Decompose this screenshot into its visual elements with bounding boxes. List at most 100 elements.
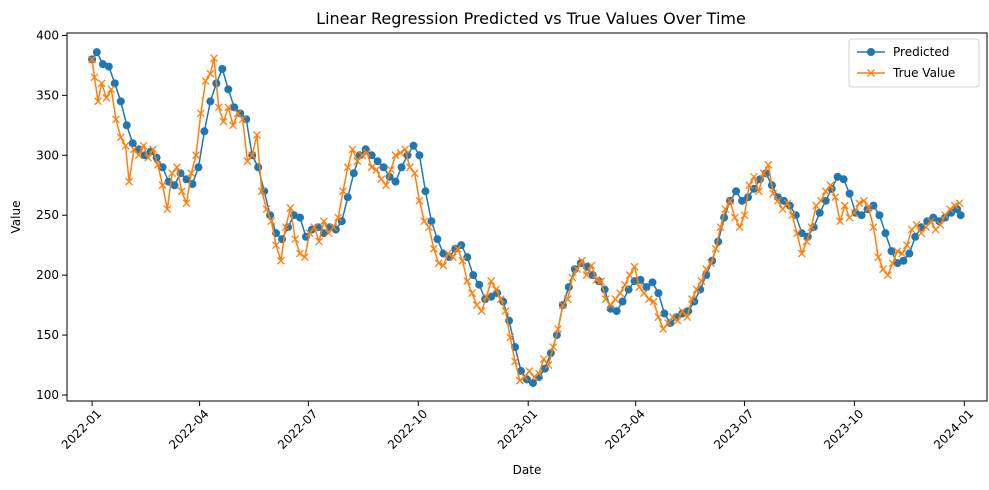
data-point <box>218 64 227 73</box>
data-point <box>568 273 577 282</box>
data-point <box>956 211 965 220</box>
data-point <box>214 103 223 112</box>
data-point <box>630 262 639 271</box>
data-point <box>606 301 615 310</box>
y-tick-label: 150 <box>36 328 59 342</box>
data-point <box>405 163 414 172</box>
data-point <box>929 213 938 222</box>
data-point <box>783 199 792 208</box>
data-point <box>711 244 720 253</box>
data-point <box>816 196 825 205</box>
data-point <box>192 151 200 160</box>
data-point <box>110 79 119 88</box>
data-point <box>238 115 247 124</box>
data-point <box>210 54 218 63</box>
data-point <box>310 223 319 232</box>
data-point <box>339 187 347 196</box>
data-point <box>116 133 125 142</box>
data-point <box>683 313 692 322</box>
data-point <box>726 196 735 205</box>
data-point <box>668 313 677 322</box>
legend-label: Predicted <box>893 45 949 59</box>
data-point <box>738 196 747 205</box>
data-point <box>578 256 586 265</box>
data-point <box>324 229 333 238</box>
data-point <box>869 223 878 232</box>
data-point <box>644 295 653 304</box>
data-point <box>391 177 400 186</box>
data-point <box>887 247 896 256</box>
data-point <box>182 175 191 184</box>
x-axis-label: Date <box>513 463 542 477</box>
data-point <box>401 145 410 154</box>
data-point <box>660 309 669 318</box>
data-point <box>687 295 696 304</box>
data-point <box>941 211 950 220</box>
data-point <box>206 97 215 106</box>
data-point <box>196 109 205 118</box>
data-point <box>372 165 381 174</box>
data-point <box>793 229 801 238</box>
data-point <box>433 235 442 244</box>
data-point <box>434 259 443 268</box>
data-point <box>475 280 484 289</box>
data-point <box>349 169 358 178</box>
data-point <box>315 237 324 246</box>
data-point <box>946 205 954 214</box>
data-point <box>267 217 276 226</box>
data-point <box>272 241 281 250</box>
data-point <box>544 361 553 369</box>
data-point <box>468 289 476 298</box>
data-point <box>168 169 177 178</box>
data-point <box>149 145 157 154</box>
data-point <box>144 153 153 162</box>
data-point <box>158 181 167 190</box>
data-point <box>104 62 113 71</box>
data-point <box>845 189 854 198</box>
data-point <box>912 220 921 229</box>
data-point <box>642 283 651 292</box>
data-point <box>730 213 739 222</box>
y-tick-label: 350 <box>36 88 59 102</box>
data-point <box>334 213 343 222</box>
data-point <box>112 115 120 124</box>
data-point <box>253 130 261 139</box>
data-point <box>530 373 539 381</box>
data-point <box>377 175 386 184</box>
data-point <box>649 297 658 306</box>
legend-box <box>848 38 980 88</box>
data-point <box>472 301 481 310</box>
legend-item: True Value <box>857 66 955 80</box>
data-point <box>348 145 357 154</box>
data-point <box>525 367 534 375</box>
data-point <box>229 121 238 130</box>
data-point <box>134 151 143 160</box>
data-point <box>506 333 515 342</box>
legend-marker <box>867 69 875 77</box>
data-point <box>458 256 467 265</box>
data-point <box>707 259 715 268</box>
data-point <box>666 319 675 328</box>
data-point <box>396 148 405 157</box>
data-point <box>386 165 395 174</box>
data-point <box>415 196 424 205</box>
data-point <box>630 277 639 286</box>
data-point <box>122 121 131 130</box>
data-point <box>421 187 430 196</box>
data-point <box>778 205 787 214</box>
data-point <box>735 223 744 232</box>
data-point <box>558 301 567 310</box>
data-point <box>826 181 835 190</box>
data-point <box>869 201 878 210</box>
data-point <box>836 217 844 226</box>
y-tick-label: 250 <box>36 208 59 222</box>
data-point <box>206 69 215 78</box>
data-point <box>955 199 964 208</box>
data-point <box>926 217 935 226</box>
data-point <box>802 237 811 246</box>
data-point <box>373 157 382 166</box>
data-point <box>911 232 920 241</box>
data-point <box>922 223 931 232</box>
data-point <box>859 196 868 205</box>
data-point <box>750 172 758 181</box>
